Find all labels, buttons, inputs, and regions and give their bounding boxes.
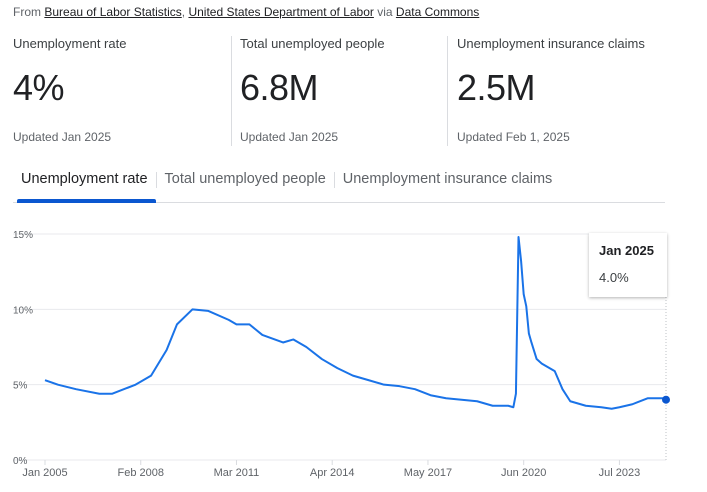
stat-unemployment-rate: Unemployment rate 4% Updated Jan 2025 xyxy=(13,36,126,146)
stat-updated: Updated Jan 2025 xyxy=(13,130,112,144)
dol-link[interactable]: United States Department of Labor xyxy=(188,5,374,19)
x-tick-label: May 2017 xyxy=(404,467,452,479)
tab-separator xyxy=(155,172,157,188)
tab-total-unemployed[interactable]: Total unemployed people xyxy=(164,171,326,187)
x-tick-label: Apr 2014 xyxy=(310,467,355,479)
bls-link[interactable]: Bureau of Labor Statistics xyxy=(44,5,182,19)
stat-total-unemployed: Total unemployed people 6.8M Updated Jan… xyxy=(240,36,385,146)
stat-label: Total unemployed people xyxy=(240,36,385,51)
tab-insurance-claims[interactable]: Unemployment insurance claims xyxy=(342,171,553,187)
stat-insurance-claims: Unemployment insurance claims 2.5M Updat… xyxy=(457,36,645,146)
divider xyxy=(447,36,448,146)
source-attribution: From Bureau of Labor Statistics, United … xyxy=(13,5,479,19)
x-tick-label: Mar 2011 xyxy=(214,467,260,479)
highlighted-point xyxy=(662,395,670,404)
unemployment-rate-line xyxy=(44,236,667,410)
y-tick-label: 10% xyxy=(13,305,33,316)
chart-tabs: Unemployment rate Total unemployed peopl… xyxy=(13,168,665,203)
data-commons-link[interactable]: Data Commons xyxy=(395,5,480,19)
stat-updated: Updated Jan 2025 xyxy=(240,130,339,144)
tooltip-value: 4.0% xyxy=(599,270,629,285)
source-prefix: From xyxy=(13,5,41,19)
tab-separator xyxy=(333,172,335,188)
y-tick-label: 0% xyxy=(13,456,28,467)
y-tick-label: 15% xyxy=(13,230,33,241)
tab-unemployment-rate[interactable]: Unemployment rate xyxy=(13,168,156,203)
chart-tooltip: Jan 2025 4.0% xyxy=(589,233,667,297)
x-tick-label: Feb 2008 xyxy=(117,467,163,479)
stat-value: 6.8M xyxy=(240,67,319,108)
stat-value: 4% xyxy=(13,67,65,108)
y-tick-label: 5% xyxy=(13,381,28,392)
x-tick-label: Jul 2023 xyxy=(599,467,641,479)
stat-label: Unemployment rate xyxy=(13,36,127,51)
x-tick-label: Jan 2005 xyxy=(22,467,67,479)
tooltip-date: Jan 2025 xyxy=(599,243,654,258)
x-tick-label: Jun 2020 xyxy=(501,467,546,479)
divider xyxy=(231,36,232,146)
stat-updated: Updated Feb 1, 2025 xyxy=(457,130,570,144)
stat-value: 2.5M xyxy=(457,67,536,108)
via-text: via xyxy=(377,5,393,19)
stat-label: Unemployment insurance claims xyxy=(457,36,645,51)
comma: , xyxy=(181,5,186,19)
